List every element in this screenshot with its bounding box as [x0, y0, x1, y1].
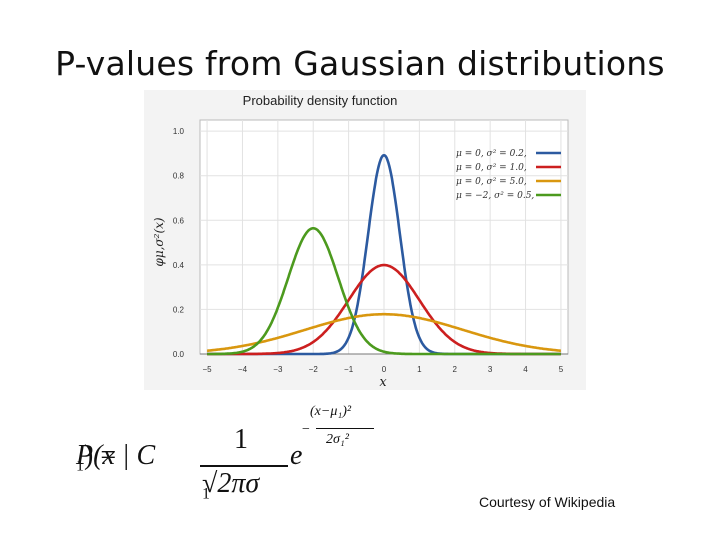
- source-credit: Courtesy of Wikipedia: [479, 494, 616, 510]
- x-axis-label: x: [379, 375, 387, 390]
- legend-label: μ = 0, σ² = 5.0,: [456, 177, 527, 187]
- y-axis-label: φμ,σ²(x): [152, 217, 166, 266]
- chart-title: Probability density function: [243, 93, 398, 108]
- x-tick-label: 1: [417, 365, 422, 374]
- formula-lhs: P(x | C 1) =: [76, 440, 156, 475]
- x-tick-label: 4: [523, 365, 528, 374]
- slide-title: P-values from Gaussian distributions: [55, 44, 665, 83]
- exponent-bar: [316, 428, 374, 429]
- x-tick-label: −2: [309, 365, 319, 374]
- exponent-numerator: (x−μ₁)²: [310, 404, 352, 419]
- x-tick-label: 0: [382, 365, 387, 374]
- legend-label: μ = −2, σ² = 0.5,: [456, 191, 534, 201]
- y-tick-label: 0.2: [173, 305, 185, 314]
- y-tick-label: 0.8: [173, 172, 185, 181]
- x-tick-label: −1: [344, 365, 354, 374]
- chart-curves: [206, 153, 562, 356]
- formula-denominator: √2πσ 1: [202, 468, 260, 503]
- series-line: [206, 227, 562, 356]
- x-tick-label: 5: [559, 365, 564, 374]
- pdf-chart: Probability density function −5 −4 −3 −2 −1 0…: [144, 90, 586, 390]
- exponent-denominator: 2σ₁²: [326, 432, 349, 447]
- y-tick-label: 1.0: [173, 127, 185, 136]
- x-tick-label: −4: [238, 365, 248, 374]
- legend-label: μ = 0, σ² = 1.0,: [456, 163, 527, 173]
- y-tick-label: 0.0: [173, 350, 185, 359]
- y-tick-label: 0.4: [173, 261, 185, 270]
- x-tick-label: 2: [453, 365, 458, 374]
- gaussian-formula: P(x | C 1) = 1 √2πσ 1 e − (x−μ₁)² 2σ₁²: [76, 398, 396, 518]
- chart-legend: μ = 0, σ² = 0.2, μ = 0, σ² = 1.0, μ = 0, σ…: [456, 149, 561, 201]
- series-line: [206, 312, 562, 353]
- y-tick-label: 0.6: [173, 216, 185, 225]
- formula-numerator: 1: [234, 424, 248, 455]
- exponent-sign: −: [302, 422, 310, 437]
- fraction-bar: [200, 465, 288, 467]
- x-tick-label: −3: [273, 365, 283, 374]
- formula-base: e: [290, 440, 303, 471]
- x-tick-label: −5: [203, 365, 213, 374]
- x-tick-label: 3: [488, 365, 493, 374]
- legend-label: μ = 0, σ² = 0.2,: [456, 149, 527, 159]
- chart-svg: Probability density function −5 −4 −3 −2 −1 0…: [152, 93, 569, 390]
